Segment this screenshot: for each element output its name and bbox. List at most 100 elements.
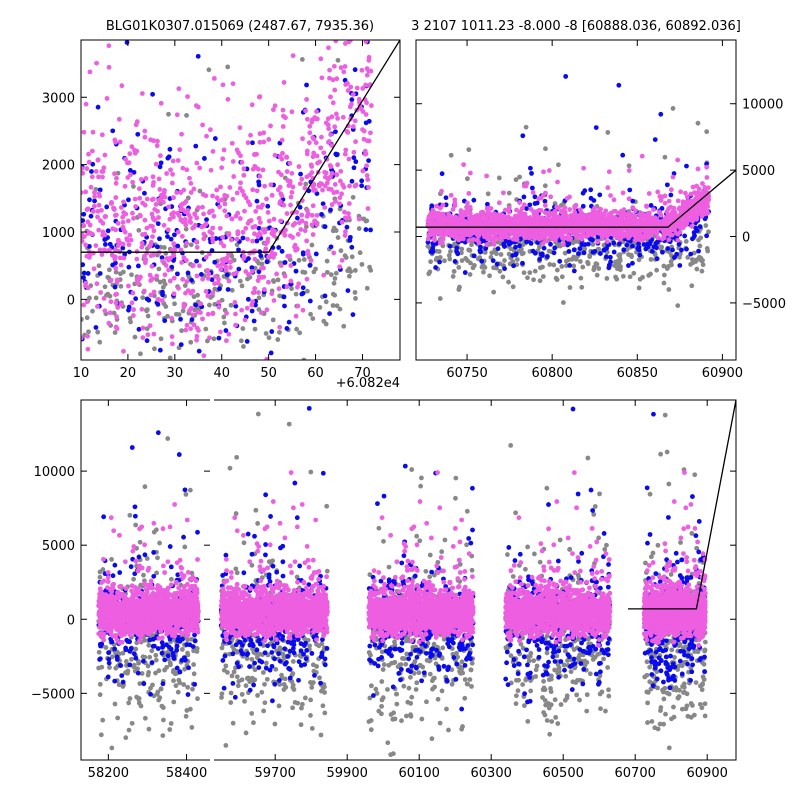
magenta-point <box>605 185 611 191</box>
magenta-point <box>289 109 295 115</box>
blue-point <box>172 232 177 238</box>
grey-point <box>167 355 173 360</box>
magenta-point <box>514 207 519 213</box>
magenta-point <box>86 159 92 165</box>
magenta-point <box>89 174 95 180</box>
blue-point <box>107 241 113 247</box>
blue-point <box>630 198 636 204</box>
magenta-point <box>217 204 223 210</box>
magenta-point <box>517 200 522 205</box>
magenta-point <box>154 143 160 149</box>
magenta-point <box>313 140 319 146</box>
blue-point <box>233 303 239 309</box>
magenta-point <box>654 231 660 236</box>
grey-point <box>437 296 443 301</box>
blue-point <box>581 250 587 256</box>
grey-point <box>703 223 709 228</box>
top-right-y-tick-label: −5000 <box>742 297 786 312</box>
magenta-point <box>230 81 236 87</box>
blue-point <box>196 348 202 354</box>
grey-point <box>302 270 308 275</box>
grey-point <box>523 124 529 130</box>
magenta-point <box>227 185 233 190</box>
blue-point <box>697 224 703 230</box>
blue-point <box>552 245 558 251</box>
magenta-point <box>600 218 606 224</box>
magenta-point <box>205 293 211 299</box>
grey-point <box>426 271 432 277</box>
blue-point <box>186 665 191 671</box>
blue-point <box>294 215 300 221</box>
magenta-point <box>214 187 220 193</box>
magenta-point <box>506 215 512 220</box>
magenta-point <box>194 273 200 279</box>
magenta-point <box>272 251 278 257</box>
blue-point <box>269 329 275 334</box>
magenta-point <box>92 190 97 195</box>
magenta-point <box>219 165 225 171</box>
magenta-point <box>530 190 536 195</box>
magenta-point <box>288 202 293 208</box>
grey-point <box>167 727 173 732</box>
top-left-x-tick-label: 40 <box>213 366 230 381</box>
magenta-point <box>289 170 295 176</box>
grey-point <box>309 242 315 248</box>
magenta-point <box>689 223 695 229</box>
magenta-point <box>83 189 89 195</box>
magenta-point <box>646 232 652 238</box>
magenta-point <box>147 243 153 249</box>
magenta-point <box>465 227 471 233</box>
grey-point <box>331 280 337 286</box>
blue-point <box>174 412 179 417</box>
magenta-point <box>584 217 590 223</box>
blue-point <box>655 239 660 245</box>
magenta-points <box>425 153 712 248</box>
magenta-point <box>626 168 632 173</box>
magenta-point <box>606 169 612 175</box>
magenta-point <box>334 172 340 178</box>
blue-point <box>213 236 219 241</box>
magenta-point <box>299 176 305 182</box>
blue-point <box>142 404 147 409</box>
blue-point <box>195 529 200 535</box>
magenta-point <box>187 218 193 224</box>
grey-point <box>187 487 193 493</box>
magenta-point <box>442 228 447 233</box>
magenta-point <box>431 232 437 237</box>
grey-point <box>156 266 162 272</box>
blue-point <box>320 201 326 207</box>
magenta-point <box>523 183 529 189</box>
grey-point <box>364 285 370 291</box>
magenta-point <box>155 297 161 302</box>
magenta-point <box>224 213 230 219</box>
magenta-point <box>241 166 247 172</box>
magenta-point <box>495 236 501 241</box>
magenta-point <box>179 260 185 265</box>
blue-point <box>209 277 215 283</box>
magenta-point <box>109 200 114 205</box>
magenta-point <box>555 179 560 185</box>
grey-point <box>176 312 182 317</box>
magenta-point <box>233 270 239 276</box>
magenta-point <box>201 236 207 242</box>
magenta-point <box>324 180 330 186</box>
magenta-point <box>300 307 306 313</box>
magenta-point <box>564 195 570 201</box>
magenta-point <box>304 213 310 219</box>
grey-point <box>158 686 164 692</box>
grey-point <box>162 667 167 673</box>
blue-point <box>81 275 86 281</box>
magenta-point <box>88 184 94 190</box>
blue-point <box>135 263 141 269</box>
magenta-point <box>363 112 369 117</box>
magenta-point <box>94 60 99 66</box>
grey-point <box>96 263 102 269</box>
blue-point <box>674 251 680 257</box>
top-left-panel: BLG01K0307.015069 (2487.67, 7935.36) +6.… <box>42 19 401 417</box>
magenta-point <box>304 148 310 154</box>
grey-point <box>567 285 573 290</box>
blue-point <box>189 317 195 322</box>
magenta-point <box>538 208 544 213</box>
magenta-point <box>98 290 104 295</box>
